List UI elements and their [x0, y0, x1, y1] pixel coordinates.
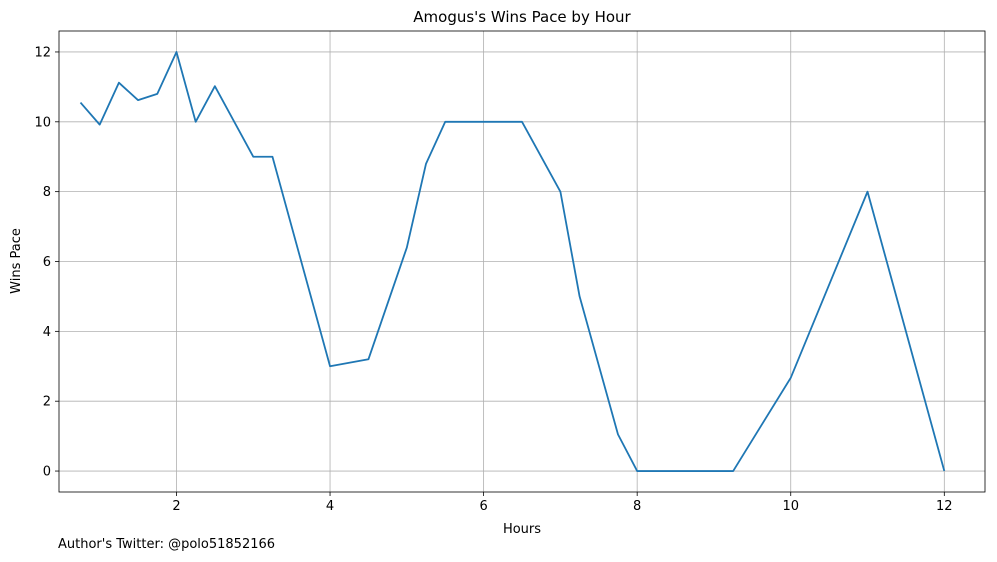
y-tick-label: 8 [43, 185, 51, 200]
y-axis-label: Wins Pace [9, 228, 24, 294]
series-layer [79, 51, 946, 472]
y-tick-label: 2 [43, 395, 51, 410]
y-tick-label: 4 [43, 325, 51, 340]
y-tick-label: 10 [34, 115, 51, 130]
x-axis-label: Hours [503, 522, 541, 537]
axis-ticks: 2 4 6 8 10 12 0 2 4 6 8 10 12 [34, 45, 952, 514]
grid-lines [59, 31, 985, 492]
x-tick-label: 10 [782, 499, 799, 514]
y-tick-label: 0 [43, 465, 51, 480]
y-tick-label: 6 [43, 255, 51, 270]
y-tick-label: 12 [34, 45, 51, 60]
x-tick-label: 4 [326, 499, 334, 514]
x-tick-label: 2 [172, 499, 180, 514]
x-tick-label: 12 [936, 499, 953, 514]
wins-pace-line [79, 51, 946, 472]
x-tick-label: 6 [479, 499, 487, 514]
chart-title: Amogus's Wins Pace by Hour [413, 8, 631, 26]
author-twitter-note: Author's Twitter: @polo51852166 [58, 537, 276, 552]
x-tick-label: 8 [633, 499, 641, 514]
